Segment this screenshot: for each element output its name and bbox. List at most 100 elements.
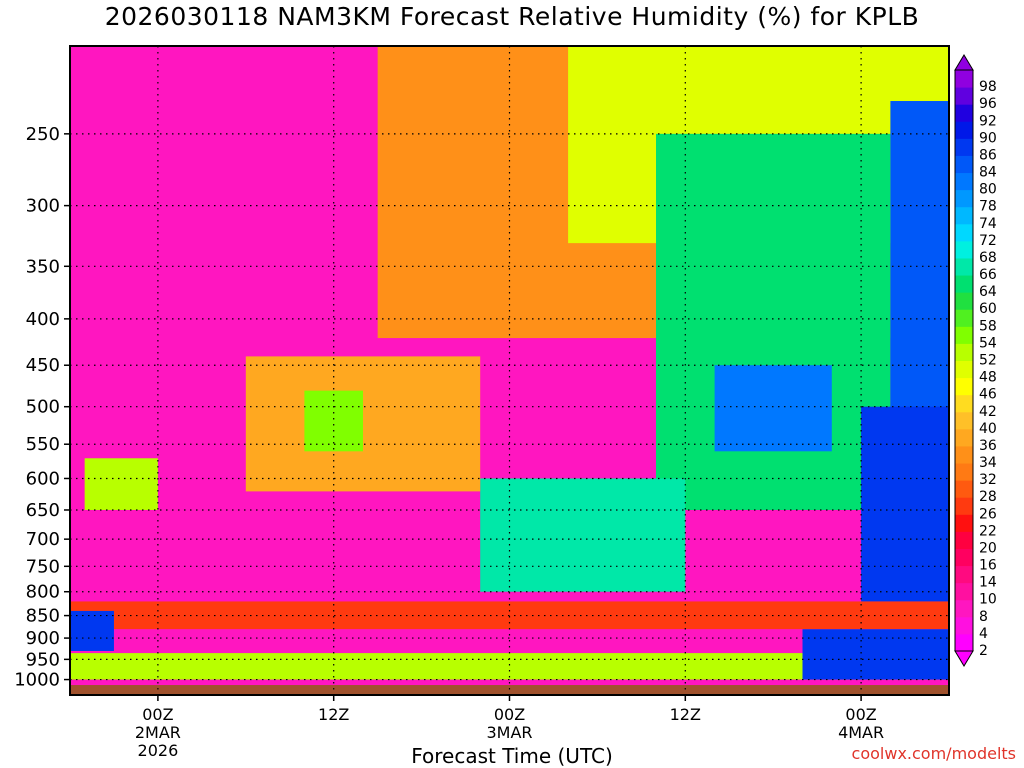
- colorbar-swatch-28: [955, 480, 973, 498]
- y-tick-label-300: 300: [26, 196, 60, 217]
- colorbar-swatch-16: [955, 548, 973, 567]
- colorbar-label-14: 14: [979, 575, 997, 591]
- colorbar-label-78: 78: [979, 199, 997, 215]
- colorbar-label-80: 80: [979, 182, 997, 198]
- colorbar-swatch-40: [955, 411, 973, 430]
- colorbar-label-20: 20: [979, 540, 997, 556]
- colorbar-swatch-66: [955, 257, 973, 276]
- colorbar-swatch-64: [955, 275, 973, 293]
- y-tick-label-950: 950: [26, 649, 60, 670]
- colorbar-label-68: 68: [979, 250, 997, 266]
- colorbar-swatch-14: [955, 565, 973, 584]
- rh-region-8: [480, 478, 686, 592]
- colorbar-label-36: 36: [979, 438, 997, 454]
- colorbar-swatch-68: [955, 240, 973, 259]
- colorbar-swatch-8: [955, 599, 973, 618]
- colorbar-label-46: 46: [979, 387, 997, 403]
- colorbar-swatch-52: [955, 343, 973, 361]
- rh-region-3: [656, 133, 891, 510]
- colorbar-label-2: 2: [979, 643, 988, 659]
- colorbar-swatch-86: [955, 138, 973, 156]
- colorbar-swatch-26: [955, 497, 973, 515]
- colorbar-swatch-42: [955, 394, 973, 413]
- y-tick-label-600: 600: [26, 468, 60, 489]
- colorbar-swatch-80: [955, 172, 973, 191]
- x-tick-label-4-1: 4MAR: [838, 723, 884, 742]
- y-tick-label-750: 750: [26, 556, 60, 577]
- colorbar-label-26: 26: [979, 506, 997, 522]
- colorbar-swatch-32: [955, 463, 973, 481]
- plot-frame: [69, 45, 950, 696]
- x-tick-label-3-0: 12Z: [670, 705, 701, 724]
- colorbar-swatch-60: [955, 292, 973, 310]
- colorbar-swatch-54: [955, 326, 973, 344]
- rh-region-16: [802, 629, 949, 680]
- colorbar-label-4: 4: [979, 626, 988, 642]
- colorbar-label-66: 66: [979, 267, 997, 283]
- colorbar-frame: [954, 69, 974, 652]
- colorbar-label-10: 10: [979, 592, 997, 608]
- colorbar-label-42: 42: [979, 404, 997, 420]
- colorbar-label-74: 74: [979, 216, 997, 232]
- colorbar-swatch-10: [955, 582, 973, 601]
- colorbar-label-96: 96: [979, 96, 997, 112]
- colorbar-label-48: 48: [979, 370, 997, 386]
- colorbar-swatch-96: [955, 87, 973, 105]
- x-tick-label-4-0: 00Z: [845, 705, 876, 724]
- colorbar-swatch-34: [955, 445, 973, 464]
- colorbar-label-86: 86: [979, 147, 997, 163]
- colorbar-label-64: 64: [979, 284, 997, 300]
- x-tick-label-2-0: 00Z: [494, 705, 525, 724]
- x-tick-label-0-1: 2MAR: [135, 723, 181, 742]
- colorbar-label-32: 32: [979, 472, 997, 488]
- rh-region-5: [890, 101, 949, 452]
- y-tick-label-1000: 1000: [14, 670, 60, 691]
- y-tick-label-350: 350: [26, 256, 60, 277]
- colorbar-label-34: 34: [979, 455, 997, 471]
- ground-strip: [70, 685, 949, 695]
- colorbar-label-84: 84: [979, 165, 997, 181]
- colorbar-label-40: 40: [979, 421, 997, 437]
- y-tick-label-400: 400: [26, 309, 60, 330]
- rh-region-4: [714, 365, 832, 452]
- colorbar-label-60: 60: [979, 301, 997, 317]
- colorbar-swatch-98: [955, 70, 973, 88]
- y-tick-label-900: 900: [26, 628, 60, 649]
- colorbar-label-52: 52: [979, 353, 997, 369]
- colorbar-swatch-90: [955, 121, 973, 139]
- colorbar-label-22: 22: [979, 523, 997, 539]
- chart-title: 2026030118 NAM3KM Forecast Relative Humi…: [104, 2, 920, 31]
- colorbar-label-90: 90: [979, 130, 997, 146]
- x-tick-label-1-0: 12Z: [318, 705, 349, 724]
- colorbar-swatch-4: [955, 616, 973, 635]
- watermark: coolwx.com/modelts: [851, 744, 1016, 763]
- y-tick-label-250: 250: [26, 124, 60, 145]
- colorbar-label-58: 58: [979, 318, 997, 334]
- x-axis-label: Forecast Time (UTC): [411, 744, 613, 768]
- y-tick-label-800: 800: [26, 582, 60, 603]
- rh-region-12: [70, 601, 949, 630]
- colorbar-swatch-84: [955, 155, 973, 174]
- colorbar-swatch-36: [955, 428, 973, 447]
- colorbar-swatch-2: [955, 633, 973, 652]
- colorbar-bottom-arrow: [954, 650, 974, 667]
- colorbar-swatch-72: [955, 223, 973, 242]
- y-tick-label-850: 850: [26, 606, 60, 627]
- colorbar-label-8: 8: [979, 609, 988, 625]
- colorbar-swatch-78: [955, 189, 973, 208]
- colorbar-swatch-22: [955, 514, 973, 532]
- colorbar-top-arrow: [954, 54, 974, 71]
- colorbar-label-72: 72: [979, 233, 997, 249]
- colorbar-swatch-74: [955, 206, 973, 225]
- x-tick-label-0-2: 2026: [138, 741, 179, 760]
- y-tick-label-500: 500: [26, 397, 60, 418]
- colorbar-label-92: 92: [979, 113, 997, 129]
- y-tick-label-450: 450: [26, 355, 60, 376]
- rh-region-15: [70, 610, 114, 651]
- y-tick-label-550: 550: [26, 434, 60, 455]
- colorbar-swatch-92: [955, 104, 973, 122]
- colorbar-label-98: 98: [979, 79, 997, 95]
- x-tick-label-2-1: 3MAR: [486, 723, 532, 742]
- colorbar-swatch-48: [955, 360, 973, 379]
